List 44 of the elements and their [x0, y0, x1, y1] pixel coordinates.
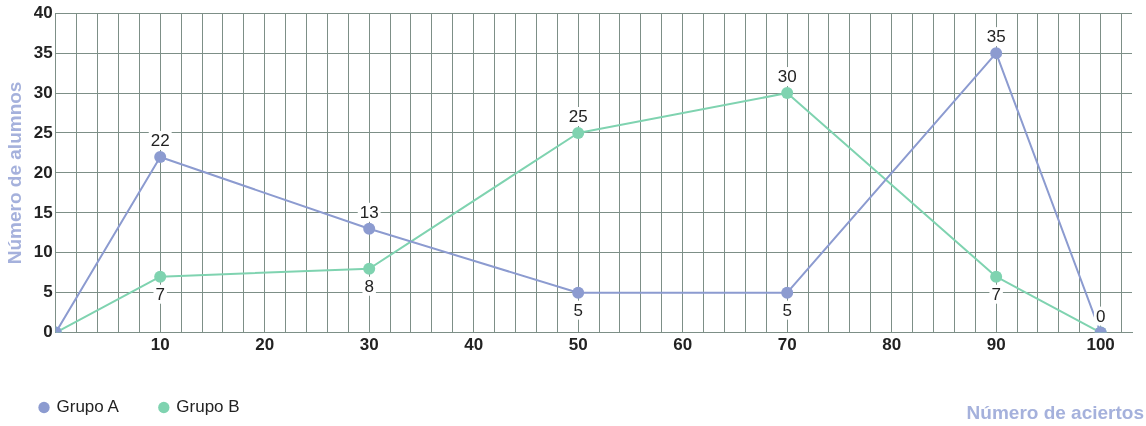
point — [363, 222, 376, 235]
legend-label: Grupo A — [56, 397, 120, 417]
data-label: 5 — [573, 300, 583, 320]
point — [572, 286, 585, 299]
x-axis-title: Número de aciertos — [966, 402, 1144, 424]
y-tick-label: 15 — [33, 202, 53, 222]
x-tick-label: 10 — [150, 335, 170, 355]
y-tick-label: 5 — [43, 282, 53, 302]
y-tick-label: 40 — [33, 2, 53, 22]
point — [990, 47, 1003, 60]
data-label: 7 — [155, 284, 165, 304]
y-tick-label: 20 — [33, 162, 53, 182]
x-tick-label: 100 — [1086, 335, 1115, 355]
point — [990, 270, 1003, 283]
point — [572, 126, 585, 139]
y-axis-title: Número de alumnos — [3, 81, 25, 265]
x-tick-label: 80 — [882, 335, 902, 355]
data-label: 35 — [986, 27, 1006, 47]
point — [154, 150, 167, 163]
x-tick-label: 60 — [673, 335, 693, 355]
x-tick-label: 20 — [255, 335, 275, 355]
y-tick-label: 30 — [33, 82, 53, 102]
x-tick-label: 90 — [986, 335, 1006, 355]
data-label: 22 — [150, 131, 170, 151]
y-tick-label: 25 — [33, 122, 53, 142]
data-label: 8 — [364, 276, 374, 296]
data-label: 13 — [359, 202, 379, 222]
point — [781, 286, 794, 299]
x-tick-label: 30 — [359, 335, 379, 355]
x-tick-label: 40 — [464, 335, 484, 355]
data-label: 30 — [777, 67, 797, 87]
y-tick-label: 35 — [33, 42, 53, 62]
point — [363, 262, 376, 275]
legend-label: Grupo B — [176, 397, 240, 417]
data-label: 0 — [1095, 306, 1106, 326]
point — [781, 87, 794, 100]
y-tick-label: 0 — [43, 322, 53, 342]
data-label: 7 — [991, 284, 1001, 304]
point — [154, 270, 167, 283]
x-tick-label: 70 — [777, 335, 797, 355]
x-tick-label: 50 — [568, 335, 588, 355]
data-label: 5 — [782, 300, 792, 320]
y-tick-label: 10 — [33, 242, 53, 262]
data-label: 25 — [568, 107, 588, 127]
